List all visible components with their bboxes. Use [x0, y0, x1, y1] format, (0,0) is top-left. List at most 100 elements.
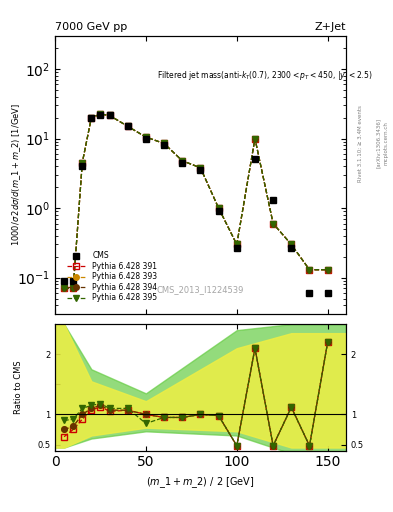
Pythia 6.428 395	[71, 285, 75, 291]
Line: Pythia 6.428 391: Pythia 6.428 391	[61, 111, 331, 291]
CMS	[71, 278, 75, 284]
Pythia 6.428 393	[325, 267, 330, 273]
Pythia 6.428 393	[80, 160, 84, 166]
Pythia 6.428 394	[125, 123, 130, 130]
Pythia 6.428 391	[143, 134, 148, 140]
Pythia 6.428 391	[216, 205, 221, 211]
Line: Pythia 6.428 395: Pythia 6.428 395	[61, 111, 331, 291]
Pythia 6.428 395	[180, 158, 185, 164]
CMS	[162, 142, 167, 148]
Text: 7000 GeV pp: 7000 GeV pp	[55, 23, 127, 32]
Text: mcplots.cern.ch: mcplots.cern.ch	[383, 121, 388, 165]
Pythia 6.428 391	[62, 285, 66, 291]
Pythia 6.428 391	[89, 115, 94, 121]
Pythia 6.428 393	[89, 115, 94, 121]
Pythia 6.428 395	[216, 205, 221, 211]
CMS	[216, 208, 221, 215]
Text: [arXiv:1306.3436]: [arXiv:1306.3436]	[375, 118, 380, 168]
Pythia 6.428 391	[289, 241, 294, 247]
Pythia 6.428 393	[162, 140, 167, 146]
Pythia 6.428 391	[325, 267, 330, 273]
Pythia 6.428 391	[107, 112, 112, 118]
Pythia 6.428 395	[253, 136, 257, 142]
Pythia 6.428 393	[216, 205, 221, 211]
CMS	[253, 157, 257, 163]
Text: Rivet 3.1.10; ≥ 3.4M events: Rivet 3.1.10; ≥ 3.4M events	[358, 105, 363, 182]
CMS	[289, 245, 294, 251]
Pythia 6.428 394	[216, 205, 221, 211]
Pythia 6.428 395	[89, 115, 94, 121]
CMS	[62, 278, 66, 284]
Pythia 6.428 391	[162, 140, 167, 146]
Pythia 6.428 391	[271, 221, 275, 227]
CMS	[107, 112, 112, 118]
Pythia 6.428 393	[143, 134, 148, 140]
Pythia 6.428 393	[271, 221, 275, 227]
Pythia 6.428 395	[198, 165, 203, 171]
Pythia 6.428 394	[62, 285, 66, 291]
CMS	[180, 160, 185, 166]
Pythia 6.428 394	[253, 136, 257, 142]
Pythia 6.428 393	[198, 165, 203, 171]
Pythia 6.428 393	[253, 136, 257, 142]
Line: Pythia 6.428 393: Pythia 6.428 393	[61, 111, 331, 291]
Pythia 6.428 393	[307, 267, 312, 273]
Pythia 6.428 393	[98, 111, 103, 117]
Pythia 6.428 391	[71, 285, 75, 291]
CMS	[307, 290, 312, 296]
Line: Pythia 6.428 394: Pythia 6.428 394	[61, 111, 331, 291]
Y-axis label: $1000/\sigma\,2d\sigma/d(m\_1 + m\_2)$ [1/GeV]: $1000/\sigma\,2d\sigma/d(m\_1 + m\_2)$ […	[10, 103, 23, 246]
Pythia 6.428 391	[98, 111, 103, 117]
CMS	[89, 115, 94, 121]
Pythia 6.428 393	[289, 241, 294, 247]
Pythia 6.428 393	[71, 285, 75, 291]
Pythia 6.428 395	[143, 134, 148, 140]
Pythia 6.428 391	[198, 165, 203, 171]
Pythia 6.428 391	[307, 267, 312, 273]
Text: CMS_2013_I1224539: CMS_2013_I1224539	[157, 285, 244, 294]
CMS	[125, 123, 130, 130]
Pythia 6.428 394	[198, 165, 203, 171]
Pythia 6.428 391	[80, 160, 84, 166]
Pythia 6.428 393	[62, 285, 66, 291]
Pythia 6.428 394	[325, 267, 330, 273]
Pythia 6.428 393	[125, 123, 130, 130]
Pythia 6.428 394	[80, 160, 84, 166]
Pythia 6.428 394	[107, 112, 112, 118]
X-axis label: $(m\_1 + m\_2)$ / 2 [GeV]: $(m\_1 + m\_2)$ / 2 [GeV]	[146, 475, 255, 490]
Pythia 6.428 394	[289, 241, 294, 247]
Pythia 6.428 391	[253, 136, 257, 142]
Pythia 6.428 395	[289, 241, 294, 247]
CMS	[98, 112, 103, 118]
Pythia 6.428 391	[125, 123, 130, 130]
Pythia 6.428 395	[162, 140, 167, 146]
CMS	[143, 136, 148, 142]
Pythia 6.428 395	[271, 221, 275, 227]
Pythia 6.428 394	[271, 221, 275, 227]
Pythia 6.428 395	[325, 267, 330, 273]
CMS	[325, 290, 330, 296]
Pythia 6.428 394	[143, 134, 148, 140]
Pythia 6.428 395	[62, 285, 66, 291]
Pythia 6.428 394	[307, 267, 312, 273]
Pythia 6.428 395	[80, 160, 84, 166]
Line: CMS: CMS	[61, 112, 331, 296]
Pythia 6.428 395	[235, 241, 239, 247]
Pythia 6.428 394	[98, 111, 103, 117]
Pythia 6.428 394	[71, 285, 75, 291]
Text: Z+Jet: Z+Jet	[314, 23, 346, 32]
Pythia 6.428 394	[180, 158, 185, 164]
Pythia 6.428 394	[162, 140, 167, 146]
Pythia 6.428 393	[235, 241, 239, 247]
Pythia 6.428 391	[235, 241, 239, 247]
Legend: CMS, Pythia 6.428 391, Pythia 6.428 393, Pythia 6.428 394, Pythia 6.428 395: CMS, Pythia 6.428 391, Pythia 6.428 393,…	[65, 249, 160, 305]
Pythia 6.428 395	[307, 267, 312, 273]
Y-axis label: Ratio to CMS: Ratio to CMS	[14, 360, 23, 414]
Pythia 6.428 395	[107, 112, 112, 118]
Pythia 6.428 395	[125, 123, 130, 130]
CMS	[235, 245, 239, 251]
CMS	[80, 163, 84, 169]
CMS	[271, 197, 275, 203]
Pythia 6.428 394	[89, 115, 94, 121]
Text: Filtered jet mass(anti-$k_T$(0.7), 2300$<p_T<$450, $|y|<$2.5): Filtered jet mass(anti-$k_T$(0.7), 2300$…	[157, 69, 373, 82]
